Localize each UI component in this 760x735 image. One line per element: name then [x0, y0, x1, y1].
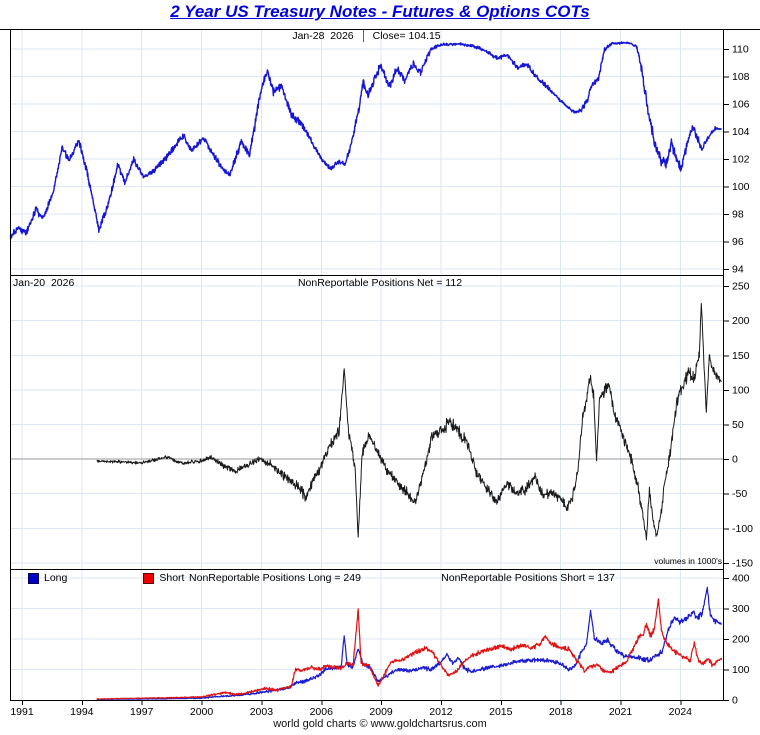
x-tick-label: 2006: [310, 706, 334, 718]
y-tick-label: 400: [732, 572, 750, 584]
y-tick-label: 100: [732, 384, 750, 396]
y-tick-label: -100: [732, 523, 753, 535]
price-panel-header: Jan-28 2026 Close= 104.15: [0, 30, 733, 42]
x-tick-label: 2021: [609, 706, 633, 718]
y-tick-label: 108: [732, 71, 750, 83]
y-tick-label: 100: [732, 664, 750, 676]
x-tick-label: 2015: [489, 706, 513, 718]
y-tick-label: 200: [732, 633, 750, 645]
chart-title: 2 Year US Treasury Notes - Futures & Opt…: [170, 2, 590, 21]
y-tick-label: -150: [732, 557, 753, 569]
net-date-label: Jan-20 2026: [13, 277, 75, 289]
x-tick-label: 1991: [10, 706, 34, 718]
x-tick-label: 2003: [250, 706, 274, 718]
long-legend-swatch: [28, 572, 39, 584]
x-axis-ticks: [22, 700, 682, 705]
gridlines: [10, 29, 723, 700]
price-date-label: Jan-28 2026: [292, 30, 354, 42]
x-tick-label: 2009: [369, 706, 393, 718]
y-tick-label: 50: [732, 419, 744, 431]
long-legend-label: Long: [44, 572, 68, 584]
y-tick-label: 200: [732, 315, 750, 327]
y-tick-label: 96: [732, 236, 744, 248]
y-tick-label: 94: [732, 263, 744, 275]
y-tick-label: -50: [732, 488, 747, 500]
legend: Long Short: [28, 572, 184, 584]
x-tick-label: 1994: [70, 706, 94, 718]
net-panel-title: NonReportable Positions Net = 112: [297, 277, 463, 289]
price-close-series: [9, 41, 723, 241]
y-tick-label: 250: [732, 281, 750, 293]
short-legend-swatch: [143, 572, 155, 584]
y-axis-ticks: [724, 48, 729, 701]
y-tick-label: 0: [732, 454, 738, 466]
x-tick-label: 1997: [130, 706, 154, 718]
price-close-label: Close= 104.15: [362, 30, 441, 42]
y-tick-label: 102: [732, 153, 750, 165]
short-series: [96, 598, 723, 700]
y-tick-label: 104: [732, 126, 750, 138]
short-panel-title: NonReportable Positions Short = 137: [441, 572, 615, 584]
x-tick-label: 2018: [549, 706, 573, 718]
y-tick-label: 0: [732, 695, 738, 707]
y-tick-label: 106: [732, 98, 750, 110]
volumes-note: volumes in 1000's: [654, 556, 722, 566]
y-tick-label: 110: [732, 43, 749, 55]
y-tick-label: 150: [732, 350, 750, 362]
x-tick-label: 2024: [669, 706, 693, 718]
y-tick-label: 100: [732, 181, 750, 193]
net-series: [96, 303, 722, 541]
y-tick-label: 98: [732, 208, 744, 220]
short-legend-label: Short: [159, 572, 185, 584]
long-series: [96, 586, 722, 701]
long-panel-title: NonReportable Positions Long = 249: [189, 572, 361, 584]
footer-credit: world gold charts © www.goldchartsrus.co…: [273, 718, 487, 730]
y-axis-labels: 94 96 98 100 102 104 106 108 110 -150 -100 -50 0 50 10…: [732, 43, 753, 706]
panel-borders: [0, 29, 760, 701]
x-tick-label: 2012: [429, 706, 453, 718]
x-tick-label: 2000: [190, 706, 214, 718]
y-tick-label: 300: [732, 603, 750, 615]
x-axis-labels: 1991 1994 1997 2000 2003 2006 2009 2012 2015 2018…: [10, 706, 692, 718]
